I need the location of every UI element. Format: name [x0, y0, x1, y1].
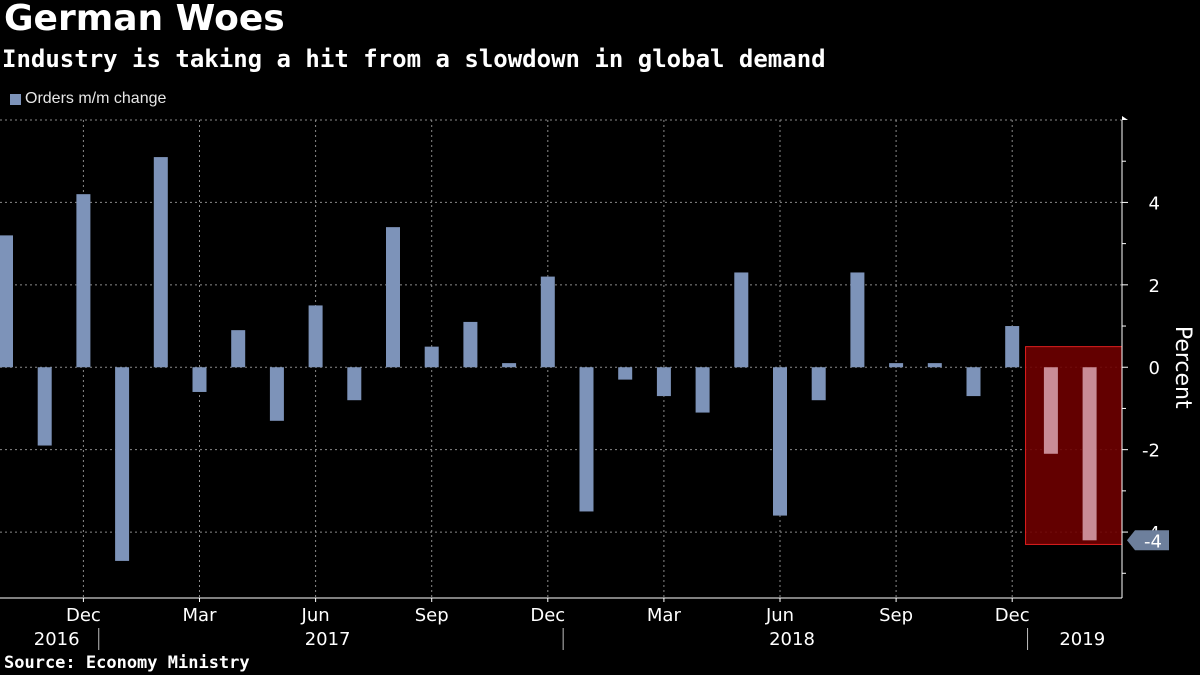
x-tick-label: Jun: [765, 605, 794, 626]
bar: [153, 157, 168, 368]
chart-title: German Woes: [4, 0, 285, 39]
legend: Orders m/m change: [10, 90, 166, 108]
x-year-label: 2018: [769, 629, 815, 650]
bar: [1043, 367, 1058, 454]
bar: [231, 330, 246, 368]
bar: [850, 272, 865, 368]
bar: [502, 363, 517, 368]
x-tick-label: Dec: [66, 605, 101, 626]
x-tick-label: Jun: [301, 605, 330, 626]
y-axis-title: Percent: [1170, 326, 1195, 409]
bar: [76, 194, 91, 368]
bar: [463, 321, 478, 368]
bar: [811, 367, 826, 401]
bar: [269, 367, 284, 421]
bar: [889, 363, 904, 368]
bar: [192, 367, 207, 392]
last-value-callout: [1127, 530, 1169, 551]
legend-swatch: [10, 93, 21, 105]
y-tick-label: 0: [1149, 358, 1160, 379]
x-tick-label: Mar: [647, 605, 682, 626]
x-tick-label: Sep: [415, 605, 449, 626]
chart-subtitle: Industry is taking a hit from a slowdown…: [2, 45, 826, 73]
bar: [579, 367, 594, 512]
bar: [540, 276, 555, 368]
x-year-label: 2016: [34, 629, 80, 650]
bar: [115, 367, 130, 561]
bar: [927, 363, 942, 368]
x-tick-label: Dec: [530, 605, 565, 626]
bar: [734, 272, 749, 368]
bar: [656, 367, 671, 397]
x-year-label: 2019: [1059, 629, 1105, 650]
bar: [386, 227, 400, 368]
y-axis-arrow: [1122, 116, 1128, 120]
x-tick-label: Mar: [183, 605, 218, 626]
bar: [773, 367, 787, 516]
x-tick-label: Sep: [879, 605, 913, 626]
legend-label: Orders m/m change: [25, 90, 167, 107]
source-note: Source: Economy Ministry: [4, 653, 250, 673]
bar: [1082, 367, 1097, 541]
bar: [1005, 326, 1020, 368]
bar: [424, 346, 439, 368]
bar: [966, 367, 981, 397]
x-tick-label: Dec: [995, 605, 1030, 626]
x-year-label: 2017: [305, 629, 351, 650]
bar: [0, 235, 13, 368]
y-tick-label: 2: [1149, 276, 1160, 297]
bar: [618, 367, 633, 380]
last-value-label: -4: [1144, 531, 1162, 552]
y-tick-label: -2: [1142, 441, 1160, 462]
y-tick-label: 4: [1149, 193, 1160, 214]
bar: [308, 305, 323, 368]
bar: [695, 367, 710, 413]
bar: [37, 367, 52, 446]
highlight-region: [1025, 346, 1123, 545]
bar: [347, 367, 362, 401]
